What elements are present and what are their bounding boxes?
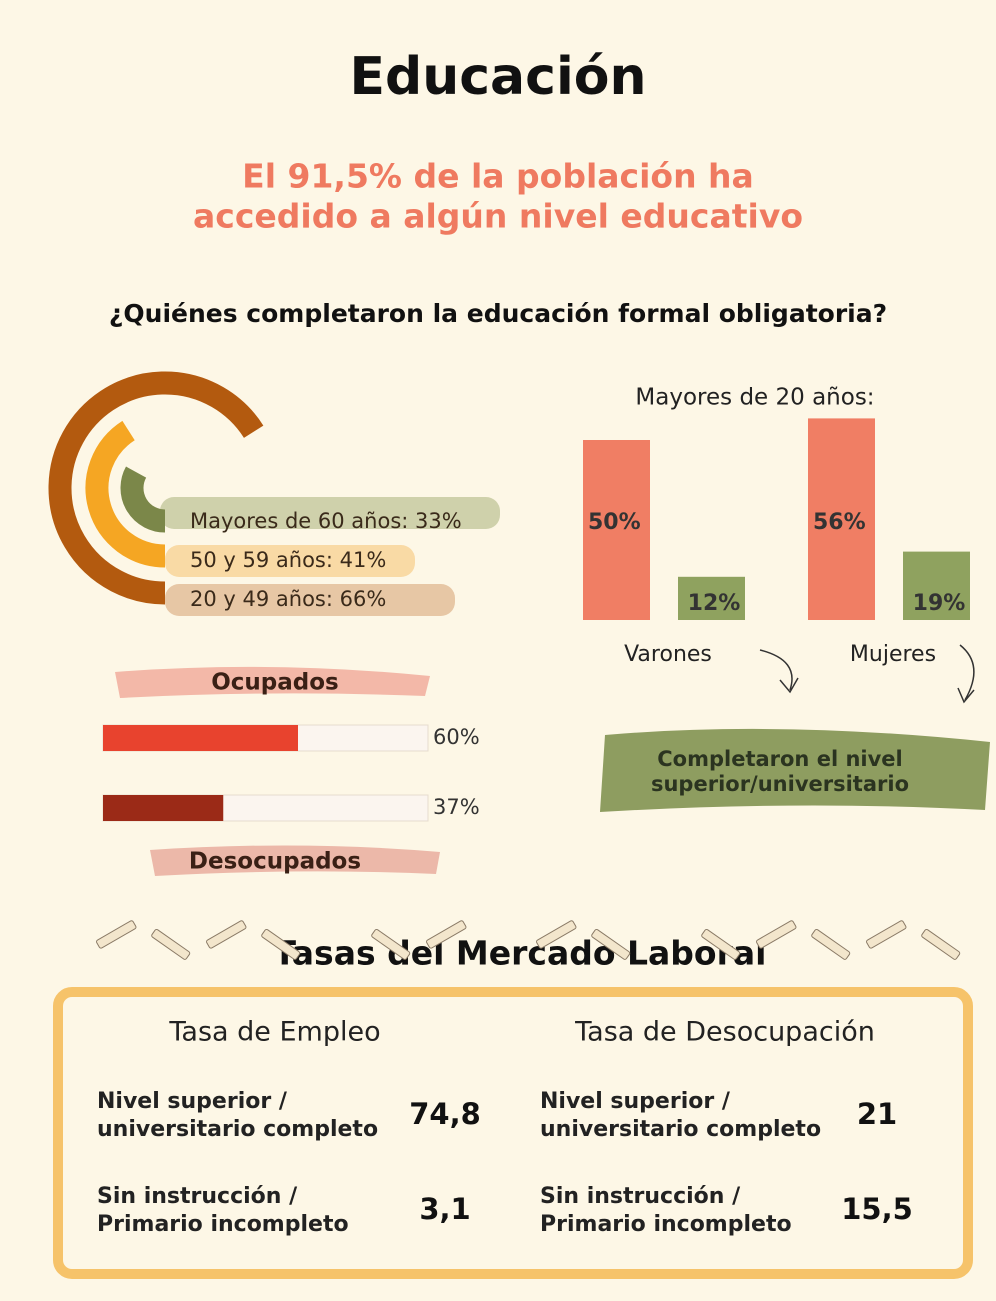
row-value: 21 — [857, 1097, 897, 1131]
row-value: 74,8 — [409, 1097, 481, 1131]
infographic: Educación El 91,5% de la población ha ac… — [0, 0, 996, 1301]
row-label: Nivel superior / — [97, 1089, 288, 1114]
subtitle: El 91,5% de la población ha — [242, 157, 754, 196]
bar-label: 19% — [913, 591, 966, 616]
row-value: 3,1 — [419, 1192, 470, 1226]
question: ¿Quiénes completaron la educación formal… — [109, 299, 887, 328]
progress-label: 60% — [433, 725, 480, 749]
page: Educación El 91,5% de la población ha ac… — [0, 0, 996, 1301]
section-title: Tasas del Mercado Laboral — [274, 934, 767, 973]
bar-label: 12% — [688, 591, 741, 616]
bars-title: Mayores de 20 años: — [635, 385, 874, 411]
title: Educación — [349, 47, 646, 107]
ring-label: 50 y 59 años: 41% — [190, 548, 386, 572]
column-title: Tasa de Desocupación — [574, 1017, 875, 1048]
row-label: universitario completo — [540, 1117, 821, 1142]
ring-label: Mayores de 60 años: 33% — [190, 509, 462, 533]
category-label: Mujeres — [850, 642, 936, 667]
row-label: Primario incompleto — [540, 1212, 792, 1237]
row-label: Primario incompleto — [97, 1212, 349, 1237]
row-label: universitario completo — [97, 1117, 378, 1142]
row-label: Nivel superior / — [540, 1089, 731, 1114]
bar-label: 56% — [813, 510, 866, 535]
category-label: Varones — [624, 642, 712, 667]
row-label: Sin instrucción / — [540, 1184, 741, 1209]
row-value: 15,5 — [841, 1192, 913, 1226]
progress-bar — [103, 725, 298, 751]
subtitle: accedido a algún nivel educativo — [193, 197, 803, 236]
bar-label: 50% — [588, 510, 641, 535]
progress-category: Desocupados — [189, 849, 361, 875]
ring-label: 20 y 49 años: 66% — [190, 587, 386, 611]
row-label: Sin instrucción / — [97, 1184, 298, 1209]
progress-label: 37% — [433, 795, 480, 819]
column-title: Tasa de Empleo — [168, 1017, 380, 1048]
note: superior/universitario — [651, 772, 909, 796]
progress-bar — [103, 795, 223, 821]
note: Completaron el nivel — [657, 747, 902, 771]
progress-category: Ocupados — [211, 670, 339, 696]
